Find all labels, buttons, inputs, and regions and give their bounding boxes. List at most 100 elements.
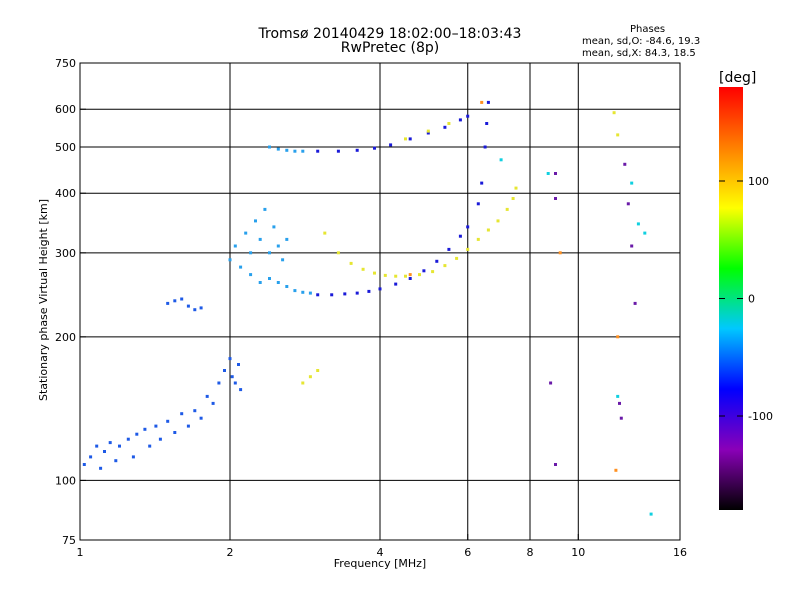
data-point xyxy=(626,202,630,206)
data-point xyxy=(135,432,139,436)
data-point xyxy=(443,264,447,268)
data-point xyxy=(233,381,237,385)
data-point xyxy=(549,381,553,385)
data-point xyxy=(476,202,480,206)
x-axis-label: Frequency [MHz] xyxy=(334,557,426,570)
data-point xyxy=(466,247,470,251)
data-point xyxy=(173,299,177,303)
colorbar-ticks: 100 0 -100 xyxy=(719,175,773,423)
data-point xyxy=(186,304,190,308)
data-point xyxy=(404,137,407,141)
data-point xyxy=(285,148,289,152)
data-point xyxy=(301,290,305,294)
x-axis-ticks: 1 2 4 6 8 10 16 xyxy=(77,534,687,559)
data-point xyxy=(426,131,430,135)
x-tick-label: 8 xyxy=(527,546,534,559)
data-point xyxy=(355,148,359,152)
data-point xyxy=(408,273,412,277)
data-point xyxy=(649,512,653,516)
data-point xyxy=(614,468,618,472)
data-point xyxy=(514,186,518,190)
data-point xyxy=(254,219,257,223)
data-point xyxy=(148,444,152,448)
data-point xyxy=(458,234,462,238)
data-point xyxy=(330,293,334,297)
data-point xyxy=(616,133,620,137)
data-point xyxy=(239,388,243,392)
data-point xyxy=(636,222,640,226)
data-point xyxy=(228,258,232,262)
data-point xyxy=(239,265,243,269)
data-point xyxy=(180,297,184,301)
data-point xyxy=(373,271,376,275)
data-point xyxy=(546,172,550,175)
data-point xyxy=(301,381,305,385)
data-point xyxy=(404,274,407,278)
data-point xyxy=(258,237,262,241)
data-point xyxy=(193,409,197,413)
data-point xyxy=(458,118,462,122)
x-tick-label: 6 xyxy=(464,546,471,559)
x-tick-label: 4 xyxy=(377,546,384,559)
data-point xyxy=(118,444,121,448)
x-tick-label: 10 xyxy=(571,546,585,559)
data-point xyxy=(422,269,426,273)
y-tick-label: 600 xyxy=(55,103,76,116)
data-point xyxy=(99,466,103,470)
colorbar-tick-label: 0 xyxy=(748,293,755,306)
data-point xyxy=(394,274,398,278)
data-point xyxy=(426,129,430,133)
data-point xyxy=(108,441,112,445)
data-point xyxy=(408,137,412,141)
x-tick-label: 2 xyxy=(227,546,234,559)
data-point xyxy=(466,225,470,229)
data-point xyxy=(367,289,371,293)
data-point xyxy=(455,256,459,260)
data-point xyxy=(285,237,289,241)
data-point xyxy=(349,261,353,265)
data-point xyxy=(483,145,487,149)
data-point xyxy=(378,287,382,291)
y-tick-label: 300 xyxy=(55,247,76,260)
data-point xyxy=(114,459,118,463)
data-point xyxy=(166,301,170,305)
data-point xyxy=(89,455,93,459)
data-point xyxy=(193,308,197,312)
data-point xyxy=(272,225,276,229)
data-point xyxy=(389,143,393,147)
data-point xyxy=(173,431,177,434)
data-point xyxy=(126,437,130,441)
data-point xyxy=(308,291,312,295)
y-tick-label: 750 xyxy=(55,57,76,70)
data-point xyxy=(281,258,285,262)
data-point xyxy=(316,149,320,153)
stats-o-mode: mean, sd,O: -84.6, 19.3 xyxy=(582,36,701,47)
data-point xyxy=(95,444,99,448)
data-point xyxy=(211,401,215,405)
data-point xyxy=(361,267,365,271)
data-point xyxy=(643,231,647,235)
colorbar-tick-label: 100 xyxy=(748,175,769,188)
x-tick-label: 1 xyxy=(77,546,84,559)
data-point xyxy=(316,293,320,297)
chart-subtitle: RwPretec (8p) xyxy=(340,40,440,56)
data-point xyxy=(476,237,480,241)
data-point xyxy=(447,247,451,251)
data-point xyxy=(480,181,484,185)
y-tick-label: 400 xyxy=(55,187,76,200)
data-point xyxy=(276,244,280,248)
data-point xyxy=(418,273,421,277)
data-point xyxy=(276,147,280,151)
data-point xyxy=(616,394,620,398)
data-point xyxy=(199,306,203,310)
data-point xyxy=(293,289,297,293)
data-point xyxy=(499,158,503,162)
data-point xyxy=(301,149,305,153)
data-point xyxy=(249,273,253,277)
data-point xyxy=(496,219,500,223)
data-point xyxy=(554,172,557,175)
data-point xyxy=(166,419,170,423)
data-point xyxy=(633,301,637,305)
